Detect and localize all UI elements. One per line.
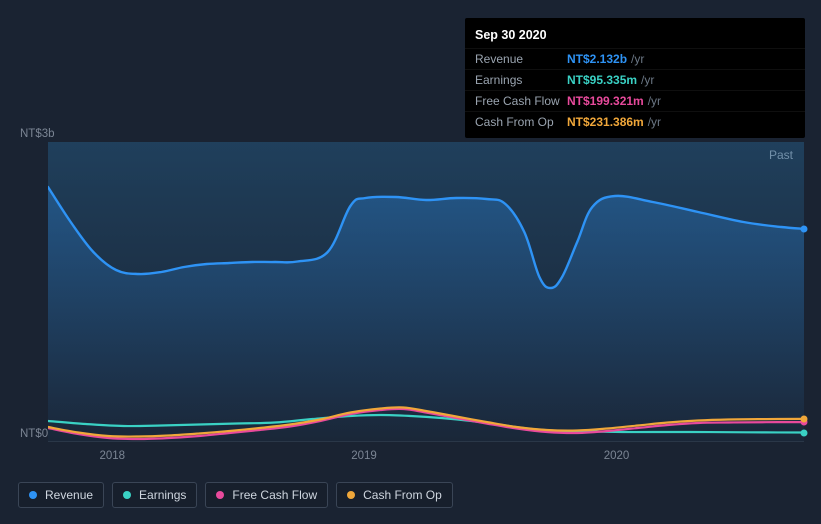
legend-dot-icon <box>29 491 37 499</box>
legend-dot-icon <box>216 491 224 499</box>
tooltip-row-label: Free Cash Flow <box>475 94 567 108</box>
data-tooltip: Sep 30 2020 RevenueNT$2.132b/yrEarningsN… <box>465 18 805 138</box>
tooltip-row-value: NT$231.386m <box>567 115 644 129</box>
legend-item-earnings[interactable]: Earnings <box>112 482 197 508</box>
tooltip-row-value: NT$2.132b <box>567 52 627 66</box>
tooltip-row: Cash From OpNT$231.386m/yr <box>465 111 805 132</box>
tooltip-row-suffix: /yr <box>648 115 661 129</box>
legend-item-cfo[interactable]: Cash From Op <box>336 482 453 508</box>
financials-chart <box>48 142 804 442</box>
x-axis-label: 2020 <box>604 450 630 462</box>
legend-label: Free Cash Flow <box>232 488 317 502</box>
tooltip-row-suffix: /yr <box>648 94 661 108</box>
legend-dot-icon <box>347 491 355 499</box>
tooltip-row-value: NT$199.321m <box>567 94 644 108</box>
y-axis-label: NT$0 <box>20 428 48 440</box>
legend-dot-icon <box>123 491 131 499</box>
y-axis-label: NT$3b <box>20 128 55 140</box>
series-end-dot-earnings <box>801 429 808 436</box>
legend-item-revenue[interactable]: Revenue <box>18 482 104 508</box>
tooltip-row-suffix: /yr <box>631 52 644 66</box>
tooltip-row: EarningsNT$95.335m/yr <box>465 69 805 90</box>
legend-label: Revenue <box>45 488 93 502</box>
x-axis-label: 2019 <box>351 450 377 462</box>
tooltip-row-label: Earnings <box>475 73 567 87</box>
tooltip-row-suffix: /yr <box>641 73 654 87</box>
legend-label: Earnings <box>139 488 186 502</box>
tooltip-row-value: NT$95.335m <box>567 73 637 87</box>
tooltip-row-label: Cash From Op <box>475 115 567 129</box>
series-end-dot-revenue <box>801 225 808 232</box>
series-end-dot-cfo <box>801 415 808 422</box>
legend: Revenue Earnings Free Cash Flow Cash From O… <box>18 482 453 508</box>
tooltip-row-label: Revenue <box>475 52 567 66</box>
tooltip-row: RevenueNT$2.132b/yr <box>465 48 805 69</box>
legend-item-fcf[interactable]: Free Cash Flow <box>205 482 328 508</box>
tooltip-date: Sep 30 2020 <box>465 24 805 48</box>
legend-label: Cash From Op <box>363 488 442 502</box>
tooltip-row: Free Cash FlowNT$199.321m/yr <box>465 90 805 111</box>
x-axis-label: 2018 <box>99 450 125 462</box>
